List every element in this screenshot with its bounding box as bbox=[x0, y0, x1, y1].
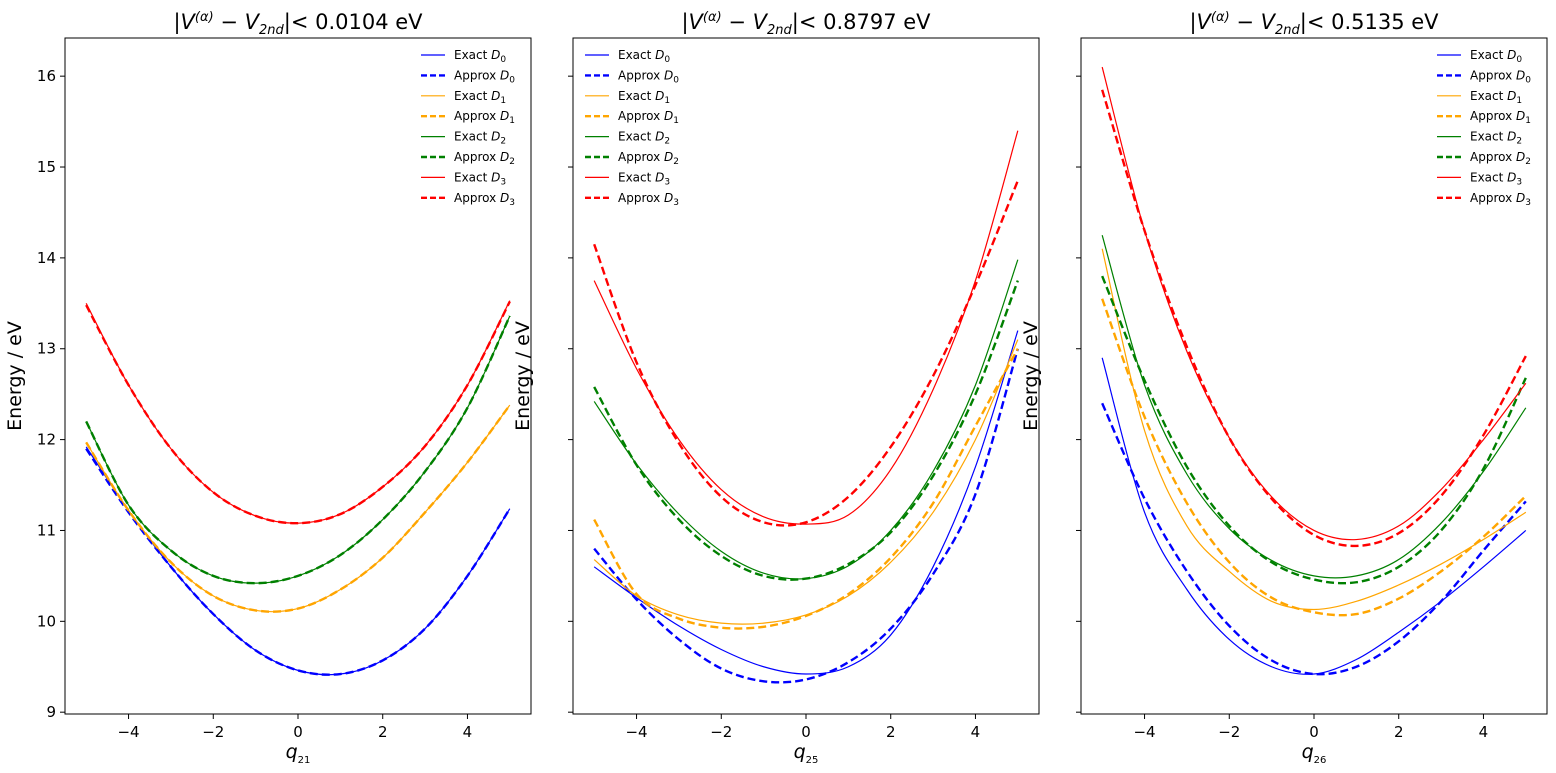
legend-entry: Exact D0 bbox=[618, 48, 670, 65]
x-tick-label: −2 bbox=[202, 723, 224, 741]
legend-entry: Exact D2 bbox=[454, 130, 506, 147]
y-axis-label: Energy / eV bbox=[1020, 321, 1042, 431]
legend-entry: Exact D1 bbox=[454, 89, 506, 106]
series-line-approx-d3 bbox=[85, 300, 511, 525]
legend-entry: Approx D1 bbox=[454, 109, 515, 126]
series-line-exact-d2 bbox=[593, 259, 1019, 580]
x-tick-label: 0 bbox=[801, 723, 811, 741]
legend-entry: Approx D0 bbox=[1470, 68, 1531, 85]
y-tick-label: 10 bbox=[37, 612, 56, 630]
legend: Exact D0 Approx D0 Exact D1 Approx D1 Exact … bbox=[585, 48, 679, 208]
x-axis-label: q25 bbox=[794, 741, 819, 766]
legend-entry: Exact D0 bbox=[454, 48, 506, 65]
x-tick-label: 4 bbox=[1479, 723, 1489, 741]
subplot-title: |V(α) − V2nd|< 0.5135 eV bbox=[1189, 10, 1439, 38]
legend-entry: Exact D1 bbox=[1470, 89, 1522, 106]
x-tick-label: −4 bbox=[625, 723, 647, 741]
legend-entry: Approx D2 bbox=[618, 150, 679, 167]
y-tick-label: 12 bbox=[37, 431, 56, 449]
y-tick-label: 16 bbox=[37, 67, 56, 85]
x-tick-label: 0 bbox=[1309, 723, 1319, 741]
x-tick-label: −4 bbox=[117, 723, 139, 741]
series-line-exact-d0 bbox=[1101, 357, 1527, 675]
legend-entry: Exact D2 bbox=[618, 130, 670, 147]
y-tick-label: 14 bbox=[37, 249, 56, 267]
legend-entry: Exact D3 bbox=[454, 170, 506, 187]
x-axis-label: q21 bbox=[286, 741, 311, 766]
series-line-approx-d1 bbox=[1101, 298, 1527, 617]
legend-entry: Exact D3 bbox=[618, 170, 670, 187]
subplot-2: −4 −2 0 2 4 q25 Energy / eV |V(α) − V2nd|< 0.87… bbox=[512, 10, 1040, 766]
x-tick-label: 4 bbox=[463, 723, 473, 741]
series-line-approx-d0 bbox=[85, 448, 511, 676]
y-tick-label: 15 bbox=[37, 158, 56, 176]
legend-entry: Approx D0 bbox=[618, 68, 679, 85]
legend-entry: Approx D3 bbox=[454, 191, 515, 208]
subplot-title: |V(α) − V2nd|< 0.0104 eV bbox=[173, 10, 423, 38]
legend-entry: Approx D1 bbox=[1470, 109, 1531, 126]
plot-area bbox=[85, 300, 511, 676]
subplot-3: −4 −2 0 2 4 q26 Energy / eV |V(α) − V2nd|< 0.51… bbox=[1020, 10, 1548, 766]
subplot-1: −4 −2 0 2 4 9 10 11 12 13 14 15 16 q21 Energy / eV |V(α… bbox=[4, 10, 532, 766]
legend-entry: Approx D3 bbox=[618, 191, 679, 208]
series-line-exact-d0 bbox=[593, 330, 1019, 675]
series-line-approx-d3 bbox=[593, 180, 1019, 527]
series-line-exact-d2 bbox=[85, 315, 511, 584]
series-line-exact-d1 bbox=[593, 339, 1019, 625]
y-axis-label: Energy / eV bbox=[4, 321, 26, 431]
legend-entry: Exact D2 bbox=[1470, 130, 1522, 147]
legend: Exact D0 Approx D0 Exact D1 Approx D1 Exact … bbox=[421, 48, 515, 208]
series-line-approx-d0 bbox=[1101, 402, 1527, 676]
series-line-exact-d0 bbox=[85, 446, 511, 676]
legend-entry: Exact D1 bbox=[618, 89, 670, 106]
series-line-approx-d3 bbox=[1101, 89, 1527, 548]
x-tick-label: 4 bbox=[971, 723, 981, 741]
x-tick-label: −4 bbox=[1133, 723, 1155, 741]
subplot-title: |V(α) − V2nd|< 0.8797 eV bbox=[681, 10, 931, 38]
y-tick-label: 13 bbox=[37, 340, 56, 358]
series-line-approx-d2 bbox=[1101, 275, 1527, 585]
x-tick-label: 2 bbox=[1394, 723, 1404, 741]
legend-entry: Approx D1 bbox=[618, 109, 679, 126]
series-line-approx-d1 bbox=[85, 404, 511, 613]
x-tick-label: 2 bbox=[378, 723, 388, 741]
x-tick-label: −2 bbox=[1218, 723, 1240, 741]
plot-area bbox=[1101, 66, 1527, 676]
plot-area bbox=[593, 130, 1019, 684]
series-line-exact-d3 bbox=[1101, 66, 1527, 541]
legend-entry: Approx D3 bbox=[1470, 191, 1531, 208]
x-tick-label: −2 bbox=[710, 723, 732, 741]
legend-entry: Exact D0 bbox=[1470, 48, 1522, 65]
series-line-approx-d2 bbox=[85, 315, 511, 585]
y-tick-label: 11 bbox=[37, 521, 56, 539]
series-line-exact-d1 bbox=[85, 404, 511, 613]
series-line-exact-d2 bbox=[1101, 235, 1527, 579]
series-line-approx-d2 bbox=[593, 280, 1019, 581]
legend: Exact D0 Approx D0 Exact D1 Approx D1 Exact … bbox=[1437, 48, 1531, 208]
series-line-approx-d1 bbox=[593, 348, 1019, 630]
legend-entry: Exact D3 bbox=[1470, 170, 1522, 187]
x-axis-label: q26 bbox=[1302, 741, 1327, 766]
series-line-approx-d0 bbox=[593, 348, 1019, 684]
x-tick-label: 2 bbox=[886, 723, 896, 741]
legend-entry: Approx D0 bbox=[454, 68, 515, 85]
legend-entry: Approx D2 bbox=[1470, 150, 1531, 167]
y-axis-label: Energy / eV bbox=[512, 321, 534, 431]
legend-entry: Approx D2 bbox=[454, 150, 515, 167]
x-tick-label: 0 bbox=[293, 723, 303, 741]
y-tick-label: 9 bbox=[46, 703, 56, 721]
